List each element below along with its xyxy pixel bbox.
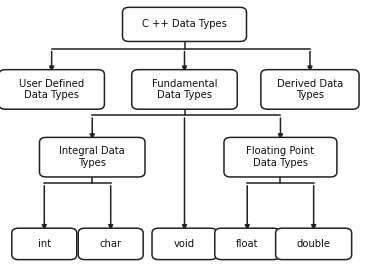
FancyBboxPatch shape	[132, 70, 237, 109]
Text: C ++ Data Types: C ++ Data Types	[142, 20, 227, 29]
Text: double: double	[297, 239, 331, 249]
FancyBboxPatch shape	[215, 228, 280, 260]
FancyBboxPatch shape	[0, 70, 104, 109]
Text: User Defined
Data Types: User Defined Data Types	[19, 79, 84, 100]
FancyBboxPatch shape	[12, 228, 77, 260]
FancyBboxPatch shape	[224, 137, 337, 177]
Text: char: char	[100, 239, 122, 249]
Text: Fundamental
Data Types: Fundamental Data Types	[152, 79, 217, 100]
Text: Derived Data
Types: Derived Data Types	[277, 79, 343, 100]
FancyBboxPatch shape	[276, 228, 352, 260]
Text: float: float	[236, 239, 258, 249]
FancyBboxPatch shape	[152, 228, 217, 260]
Text: void: void	[174, 239, 195, 249]
FancyBboxPatch shape	[78, 228, 143, 260]
FancyBboxPatch shape	[261, 70, 359, 109]
Text: int: int	[38, 239, 51, 249]
FancyBboxPatch shape	[123, 7, 246, 41]
FancyBboxPatch shape	[39, 137, 145, 177]
Text: Integral Data
Types: Integral Data Types	[59, 146, 125, 168]
Text: Floating Point
Data Types: Floating Point Data Types	[246, 146, 314, 168]
